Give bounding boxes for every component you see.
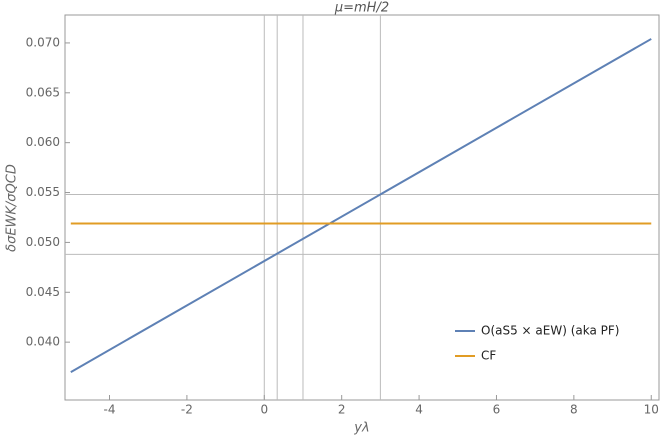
y-tick-label: 0.050 <box>26 235 60 249</box>
x-axis-label: yλ <box>353 421 369 436</box>
series-line <box>70 38 652 373</box>
x-tick-label: -4 <box>104 403 116 417</box>
y-tick-label: 0.040 <box>26 335 60 349</box>
x-tick-label: 10 <box>644 403 659 417</box>
y-tick-label: 0.060 <box>26 135 60 149</box>
y-tick-label: 0.070 <box>26 35 60 49</box>
x-tick-label: 4 <box>415 403 423 417</box>
legend-label: CF <box>481 349 496 363</box>
plot-frame <box>64 14 660 401</box>
legend-label: O(aS5 × aEW) (aka PF) <box>481 324 619 338</box>
y-axis-label: δσEWK/σQCD <box>5 164 20 252</box>
chart-title: μ=mH/2 <box>334 1 389 16</box>
x-tick-label: 8 <box>570 403 578 417</box>
x-tick-label: 2 <box>338 403 346 417</box>
x-tick-label: 0 <box>260 403 268 417</box>
y-tick-label: 0.055 <box>26 185 60 199</box>
y-tick-label: 0.045 <box>26 285 60 299</box>
y-tick-label: 0.065 <box>26 85 60 99</box>
x-tick-label: -2 <box>181 403 193 417</box>
x-tick-label: 6 <box>493 403 501 417</box>
